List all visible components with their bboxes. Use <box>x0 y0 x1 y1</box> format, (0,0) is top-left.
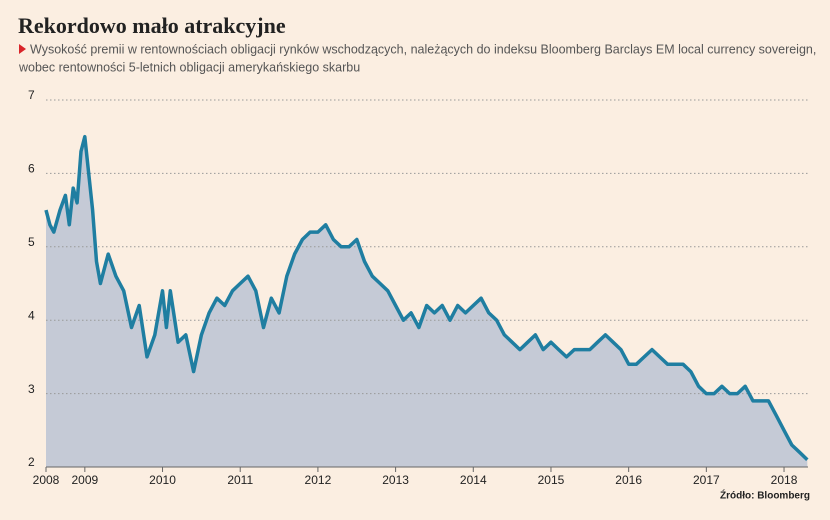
x-tick-label: 2012 <box>305 473 332 487</box>
source: Źródło: Bloomberg <box>720 489 810 502</box>
x-tick-label: 2008 <box>33 473 60 487</box>
x-tick-label: 2014 <box>460 473 487 487</box>
x-tick-label: 2011 <box>227 473 253 487</box>
x-tick-label: 2013 <box>382 473 409 487</box>
y-tick-label: 2 <box>28 455 35 469</box>
y-tick-label: 7 <box>28 88 35 102</box>
x-tick-label: 2016 <box>615 473 642 487</box>
line <box>44 134 809 461</box>
x-tick-label: 2017 <box>693 473 720 487</box>
chart-title: Rekordowo mało atrakcyjne <box>18 13 286 38</box>
area <box>46 136 808 467</box>
x-tick-label: 2015 <box>538 473 565 487</box>
subtitle: wobec rentowności 5-letnich obligacji am… <box>18 60 360 74</box>
y-tick-label: 5 <box>28 235 35 249</box>
y-tick-label: 6 <box>28 162 35 176</box>
bullet <box>19 44 26 54</box>
subtitle: Wysokość premii w rentownościach obligac… <box>30 42 816 56</box>
y-tick-label: 4 <box>28 308 35 322</box>
x-tick-label: 2018 <box>771 473 798 487</box>
y-tick-label: 3 <box>28 382 35 396</box>
x-tick-label: 2009 <box>71 473 98 487</box>
x-tick-label: 2010 <box>149 473 176 487</box>
